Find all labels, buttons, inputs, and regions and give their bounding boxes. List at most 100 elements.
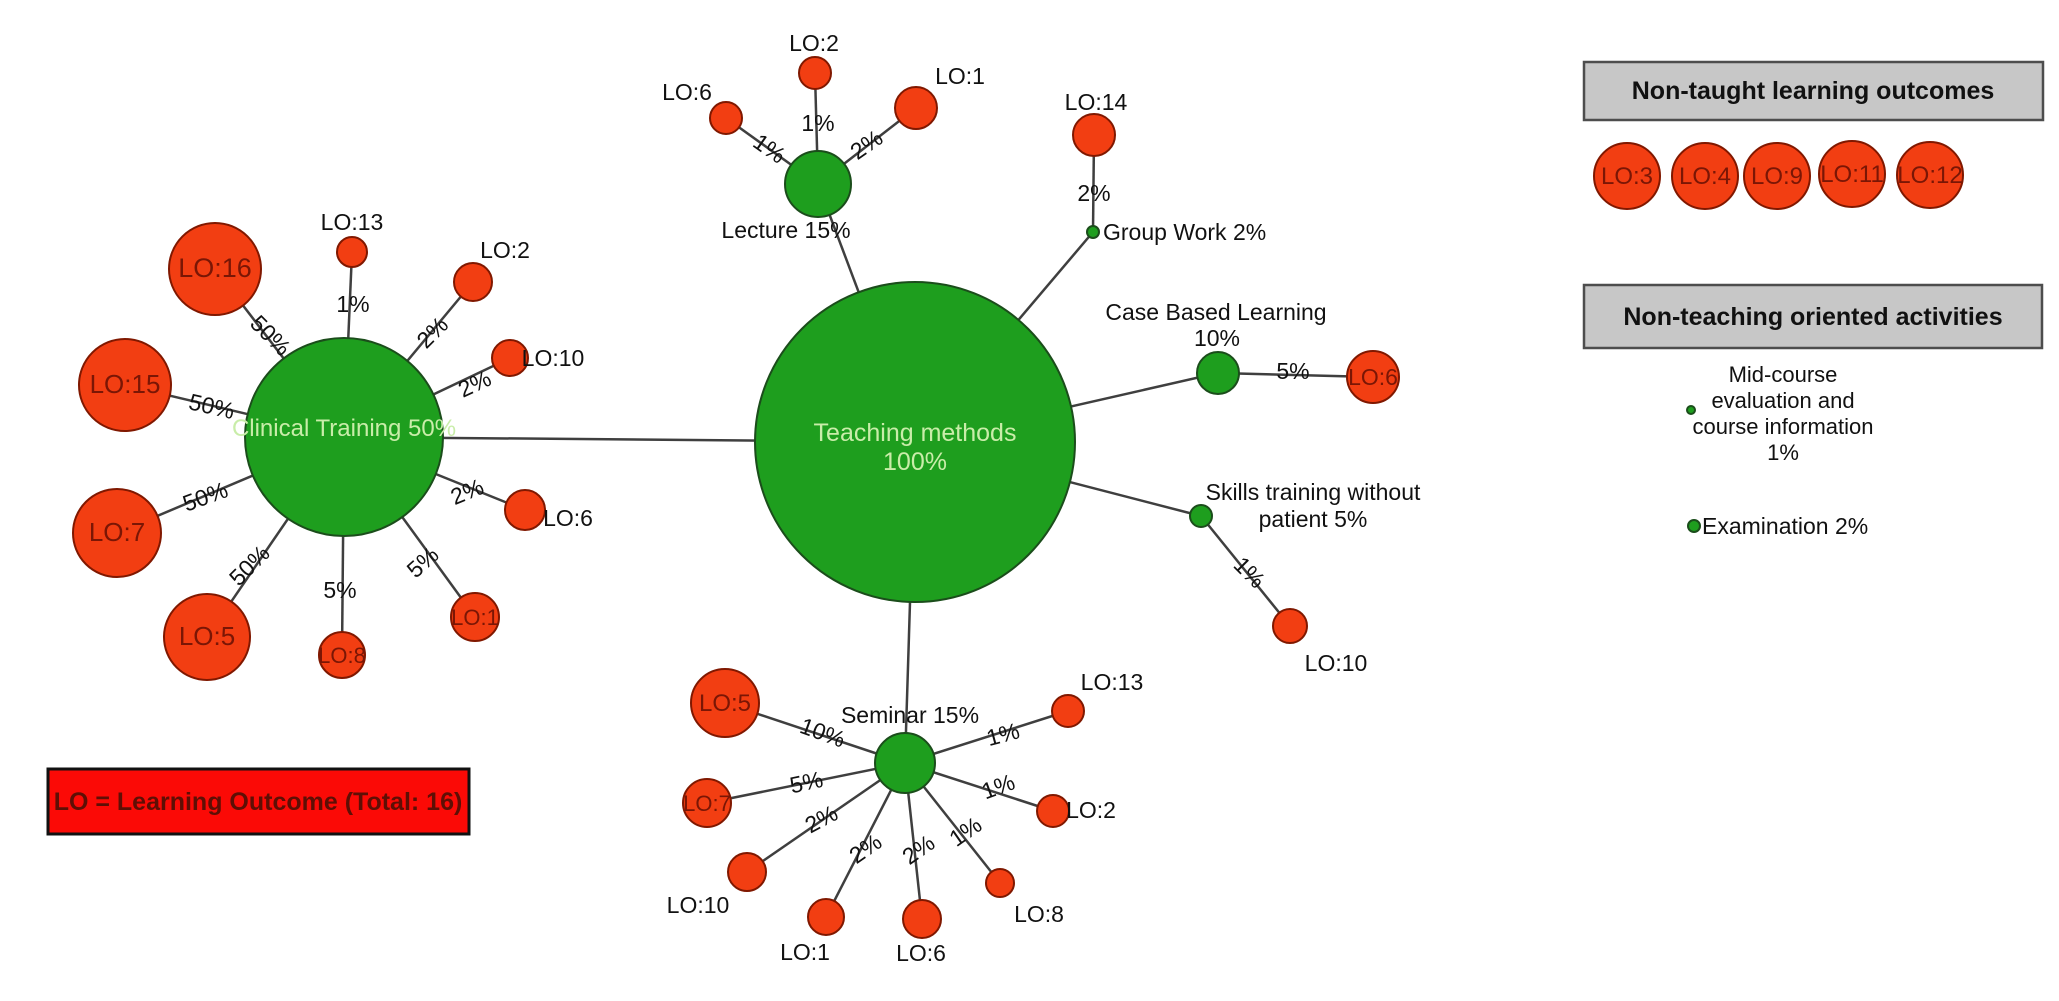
clinical-lo16-label: LO:16 bbox=[178, 253, 252, 283]
seminar-lo8-label: LO:8 bbox=[1014, 901, 1064, 927]
skills-label-line1: Skills training without bbox=[1206, 479, 1421, 505]
node-lecture-lo1 bbox=[894, 86, 938, 130]
legend-lo11-label: LO:11 bbox=[1820, 161, 1884, 188]
node-case-lo6 bbox=[1346, 350, 1400, 404]
node-clinical-training bbox=[244, 337, 444, 537]
clinical-lo8-label: LO:8 bbox=[318, 643, 366, 668]
root-label-line1: Teaching methods bbox=[814, 419, 1017, 447]
node-legend-lo4 bbox=[1671, 142, 1739, 210]
method-nodes bbox=[244, 150, 1240, 794]
mid-course-label-line4: 1% bbox=[1767, 440, 1799, 465]
outcome-nodes bbox=[72, 56, 1400, 939]
node-group-lo14 bbox=[1072, 113, 1116, 157]
legend-lo9-label: LO:9 bbox=[1751, 163, 1803, 190]
case-based-label-line2: 10% bbox=[1194, 325, 1240, 351]
non-teaching-header-box bbox=[1582, 283, 2044, 350]
legend-lo3-label: LO:3 bbox=[1601, 163, 1653, 190]
legend-lo12-label: LO:12 bbox=[1897, 162, 1962, 189]
clinical-lo15-label: LO:15 bbox=[90, 369, 161, 399]
seminar-lo8-pct: 1% bbox=[944, 811, 986, 851]
seminar-lo7-pct: 5% bbox=[787, 766, 825, 798]
examination-label: Examination 2% bbox=[1702, 513, 1868, 539]
note-box bbox=[46, 767, 471, 836]
seminar-label: Seminar 15% bbox=[841, 702, 979, 728]
node-examination-dot bbox=[1687, 519, 1701, 533]
case-lo6-pct: 5% bbox=[1276, 358, 1309, 384]
lecture-lo2-pct: 1% bbox=[801, 110, 834, 136]
seminar-lo10-pct: 2% bbox=[800, 800, 842, 839]
clinical-lo6-pct: 2% bbox=[447, 473, 488, 510]
lecture-lo6-pct: 1% bbox=[749, 128, 791, 168]
clinical-lo10-label: LO:10 bbox=[522, 345, 585, 371]
seminar-lo6-pct: 2% bbox=[897, 829, 939, 869]
seminar-lo2-label: LO:2 bbox=[1066, 797, 1116, 823]
node-mid-course-dot bbox=[1686, 405, 1696, 415]
clinical-label: Clinical Training 50% bbox=[232, 415, 456, 442]
node-legend-lo12 bbox=[1896, 141, 1964, 209]
group-lo14-pct: 2% bbox=[1077, 180, 1110, 206]
lecture-label: Lecture 15% bbox=[721, 217, 850, 243]
non-taught-header-box bbox=[1582, 60, 2045, 122]
seminar-lo13-pct: 1% bbox=[984, 717, 1023, 751]
clinical-lo7-pct: 50% bbox=[179, 476, 231, 516]
skills-lo10-label: LO:10 bbox=[1305, 650, 1368, 676]
edge-seminar-lo10 bbox=[746, 761, 906, 874]
node-lecture bbox=[784, 150, 852, 218]
lecture-lo2-label: LO:2 bbox=[789, 30, 839, 56]
node-clinical-lo2 bbox=[453, 262, 493, 302]
node-group-work-dot bbox=[1086, 225, 1100, 239]
mid-course-label-line3: course information bbox=[1693, 414, 1874, 439]
node-seminar-lo6 bbox=[902, 899, 942, 939]
clinical-lo1-pct: 5% bbox=[402, 541, 444, 583]
case-based-label-line1: Case Based Learning bbox=[1105, 299, 1326, 325]
clinical-lo2-label: LO:2 bbox=[480, 237, 530, 263]
group-lo14-label: LO:14 bbox=[1065, 89, 1128, 115]
node-skills-lo10 bbox=[1272, 608, 1308, 644]
clinical-lo13-pct: 1% bbox=[336, 291, 369, 317]
clinical-lo13-label: LO:13 bbox=[321, 209, 384, 235]
node-clinical-lo15 bbox=[78, 338, 172, 432]
seminar-lo6-label: LO:6 bbox=[896, 940, 946, 966]
node-seminar-lo5 bbox=[690, 668, 760, 738]
node-seminar-lo10 bbox=[727, 852, 767, 892]
node-lecture-lo2 bbox=[798, 56, 832, 90]
node-seminar-lo7 bbox=[682, 778, 732, 828]
node-skills-training bbox=[1189, 504, 1213, 528]
clinical-lo10-pct: 2% bbox=[454, 365, 495, 403]
seminar-lo7-label: LO:7 bbox=[683, 791, 731, 816]
node-clinical-lo1 bbox=[450, 592, 500, 642]
clinical-lo6-label: LO:6 bbox=[543, 505, 593, 531]
group-work-label: Group Work 2% bbox=[1103, 219, 1266, 245]
node-teaching-methods bbox=[754, 281, 1076, 603]
lecture-lo6-label: LO:6 bbox=[662, 79, 712, 105]
skills-label-line2: patient 5% bbox=[1259, 506, 1368, 532]
node-case-based-learning bbox=[1196, 351, 1240, 395]
node-clinical-lo5 bbox=[163, 593, 251, 681]
mid-course-label-line1: Mid-course bbox=[1729, 362, 1838, 387]
node-clinical-lo13 bbox=[336, 236, 368, 268]
seminar-lo1-pct: 2% bbox=[844, 828, 886, 868]
lecture-lo1-label: LO:1 bbox=[935, 63, 985, 89]
seminar-lo13-label: LO:13 bbox=[1081, 669, 1144, 695]
node-clinical-lo8 bbox=[318, 631, 366, 679]
edge-seminar-lo7 bbox=[706, 761, 906, 805]
node-lecture-lo6 bbox=[709, 101, 743, 135]
non-teaching-title: Non-teaching oriented activities bbox=[1623, 303, 2002, 331]
clinical-lo1-label: LO:1 bbox=[451, 605, 499, 630]
node-clinical-lo10 bbox=[491, 339, 529, 377]
edge-skills-lo10 bbox=[1200, 515, 1291, 627]
clinical-lo5-label: LO:5 bbox=[179, 621, 235, 651]
seminar-lo5-label: LO:5 bbox=[699, 690, 751, 717]
node-seminar bbox=[874, 732, 936, 794]
node-clinical-lo7 bbox=[72, 488, 162, 578]
node-clinical-lo16 bbox=[168, 222, 262, 316]
node-legend-lo11 bbox=[1818, 140, 1886, 208]
seminar-lo1-label: LO:1 bbox=[780, 939, 830, 965]
root-label-line2: 100% bbox=[883, 448, 947, 476]
non-taught-title: Non-taught learning outcomes bbox=[1632, 77, 1995, 105]
clinical-lo15-pct: 50% bbox=[186, 388, 237, 424]
mid-course-label-line2: evaluation and bbox=[1711, 388, 1854, 413]
node-seminar-lo1 bbox=[807, 898, 845, 936]
